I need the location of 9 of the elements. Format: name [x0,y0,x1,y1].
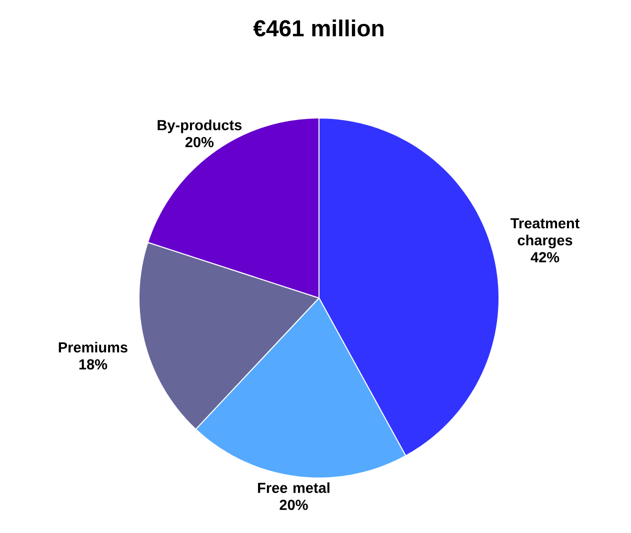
slice-label: Premiums [58,342,128,352]
slice-label: Treatment charges [510,218,580,248]
data-label: 42% [530,252,560,262]
data-label: 20% [185,136,214,148]
chart-title: €461 million [253,20,384,36]
data-label: 20% [280,500,308,510]
slice-label: By-products [158,120,242,134]
slice-label: Free metal [258,482,330,493]
data-label: 18% [79,359,108,370]
